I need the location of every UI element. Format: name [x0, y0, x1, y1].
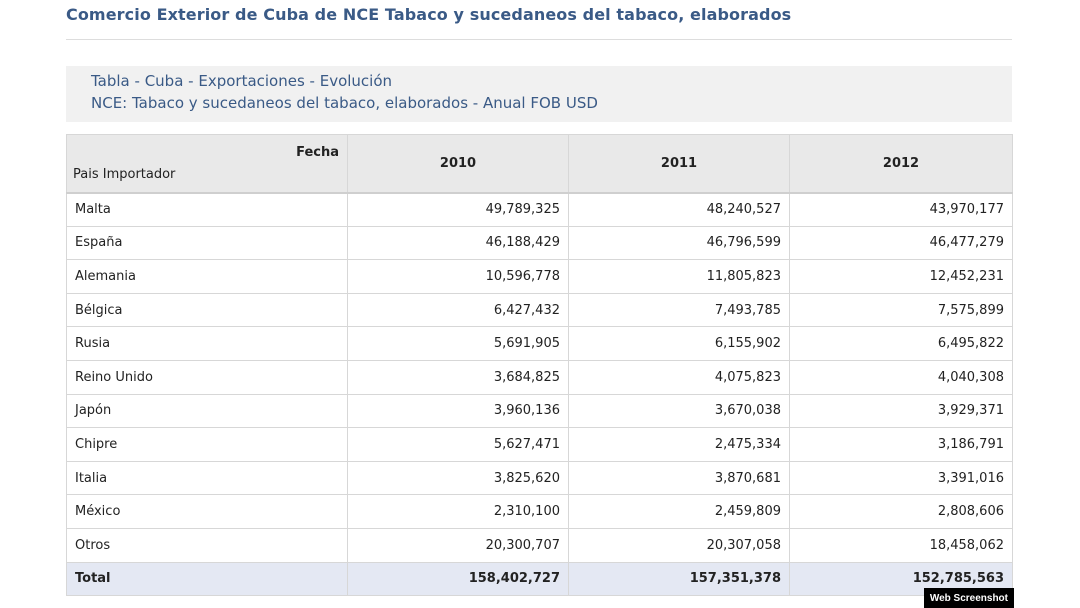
country-cell: Japón [66, 393, 348, 429]
value-cell: 3,670,038 [568, 393, 790, 429]
value-cell: 20,307,058 [568, 527, 790, 563]
table-row: España 46,188,429 46,796,599 46,477,279 [66, 225, 1013, 261]
value-cell: 3,684,825 [347, 359, 569, 395]
table-row: Alemania 10,596,778 11,805,823 12,452,231 [66, 259, 1013, 294]
table-row: Rusia 5,691,905 6,155,902 6,495,822 [66, 326, 1013, 361]
table-row: Malta 49,789,325 48,240,527 43,970,177 [66, 192, 1013, 227]
value-cell: 7,575,899 [789, 292, 1013, 328]
value-cell: 4,075,823 [568, 359, 790, 395]
exports-table: Fecha Pais Importador 2010 2011 2012 Mal… [66, 134, 1013, 597]
table-row: Otros 20,300,707 20,307,058 18,458,062 [66, 527, 1013, 563]
total-value-cell: 157,351,378 [568, 561, 790, 597]
value-cell: 48,240,527 [568, 192, 790, 227]
value-cell: 3,960,136 [347, 393, 569, 429]
value-cell: 3,825,620 [347, 460, 569, 496]
year-header-2010[interactable]: 2010 [347, 134, 569, 194]
value-cell: 3,186,791 [789, 427, 1013, 462]
country-cell: Italia [66, 460, 348, 496]
value-cell: 4,040,308 [789, 359, 1013, 395]
page-title: Comercio Exterior de Cuba de NCE Tabaco … [66, 5, 792, 24]
value-cell: 6,495,822 [789, 326, 1013, 361]
caption-line-2: NCE: Tabaco y sucedaneos del tabaco, ela… [91, 94, 598, 112]
fecha-label: Fecha [296, 145, 339, 160]
table-header-row: Fecha Pais Importador 2010 2011 2012 [66, 134, 1013, 194]
corner-header: Fecha Pais Importador [66, 134, 348, 194]
value-cell: 2,310,100 [347, 494, 569, 529]
value-cell: 20,300,707 [347, 527, 569, 563]
table-row: México 2,310,100 2,459,809 2,808,606 [66, 494, 1013, 529]
value-cell: 46,796,599 [568, 225, 790, 261]
value-cell: 43,970,177 [789, 192, 1013, 227]
country-cell: Otros [66, 527, 348, 563]
web-screenshot-badge: Web Screenshot [923, 588, 1014, 608]
total-row: Total 158,402,727 157,351,378 152,785,563 [66, 561, 1013, 597]
value-cell: 12,452,231 [789, 259, 1013, 294]
value-cell: 5,691,905 [347, 326, 569, 361]
table-caption: Tabla - Cuba - Exportaciones - Evolución… [66, 66, 1012, 122]
pais-importador-label: Pais Importador [73, 166, 176, 182]
country-cell: Malta [66, 192, 348, 227]
value-cell: 7,493,785 [568, 292, 790, 328]
country-cell: Alemania [66, 259, 348, 294]
country-cell: Bélgica [66, 292, 348, 328]
total-value-cell: 152,785,563 [789, 561, 1013, 597]
value-cell: 10,596,778 [347, 259, 569, 294]
caption-line-1: Tabla - Cuba - Exportaciones - Evolución [91, 72, 393, 90]
year-header-2012[interactable]: 2012 [789, 134, 1013, 194]
title-divider [66, 39, 1012, 40]
total-value-cell: 158,402,727 [347, 561, 569, 597]
table-row: Chipre 5,627,471 2,475,334 3,186,791 [66, 427, 1013, 462]
value-cell: 18,458,062 [789, 527, 1013, 563]
year-header-2011[interactable]: 2011 [568, 134, 790, 194]
table-row: Bélgica 6,427,432 7,493,785 7,575,899 [66, 292, 1013, 328]
value-cell: 46,477,279 [789, 225, 1013, 261]
country-cell: Reino Unido [66, 359, 348, 395]
value-cell: 6,427,432 [347, 292, 569, 328]
total-label: Total [66, 561, 348, 597]
value-cell: 3,870,681 [568, 460, 790, 496]
country-cell: España [66, 225, 348, 261]
country-cell: Chipre [66, 427, 348, 462]
value-cell: 2,459,809 [568, 494, 790, 529]
table-row: Italia 3,825,620 3,870,681 3,391,016 [66, 460, 1013, 496]
value-cell: 11,805,823 [568, 259, 790, 294]
table-row: Japón 3,960,136 3,670,038 3,929,371 [66, 393, 1013, 429]
country-cell: Rusia [66, 326, 348, 361]
value-cell: 3,391,016 [789, 460, 1013, 496]
value-cell: 6,155,902 [568, 326, 790, 361]
value-cell: 3,929,371 [789, 393, 1013, 429]
value-cell: 2,808,606 [789, 494, 1013, 529]
country-cell: México [66, 494, 348, 529]
value-cell: 5,627,471 [347, 427, 569, 462]
value-cell: 46,188,429 [347, 225, 569, 261]
value-cell: 49,789,325 [347, 192, 569, 227]
value-cell: 2,475,334 [568, 427, 790, 462]
table-row: Reino Unido 3,684,825 4,075,823 4,040,308 [66, 359, 1013, 395]
